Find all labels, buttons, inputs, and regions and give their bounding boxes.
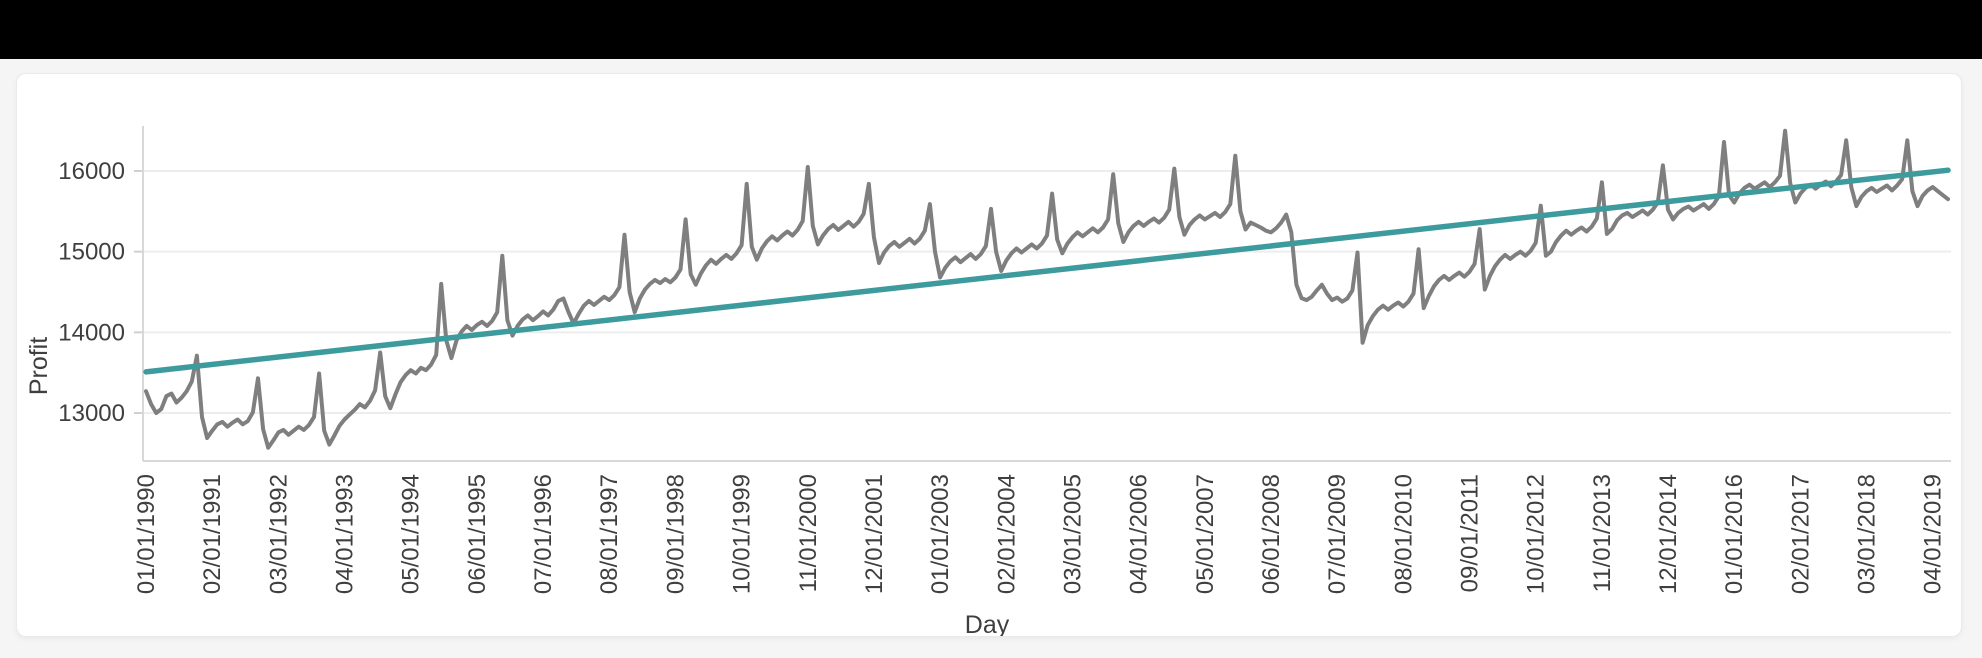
x-tick-label: 01/01/2003	[927, 474, 954, 594]
y-tick-label: 16000	[58, 158, 125, 185]
x-tick-label: 08/01/1997	[596, 474, 623, 594]
x-tick-label: 06/01/2008	[1258, 474, 1285, 594]
x-tick-label: 03/01/1992	[265, 474, 292, 594]
x-tick-label: 02/01/2004	[993, 474, 1020, 594]
x-tick-label: 06/01/1995	[464, 474, 491, 594]
x-tick-label: 04/01/1993	[332, 474, 359, 594]
x-tick-label: 11/01/2000	[795, 474, 822, 592]
x-tick-label: 01/01/1990	[133, 474, 160, 594]
x-tick-label: 03/01/2005	[1060, 474, 1087, 594]
x-tick-label: 05/01/2007	[1192, 474, 1219, 594]
x-tick-label: 09/01/2011	[1457, 474, 1484, 592]
series-layer	[143, 128, 1951, 450]
x-tick-label: 11/01/2013	[1589, 474, 1616, 592]
x-tick-label: 03/01/2018	[1854, 474, 1881, 594]
y-tick-label: 13000	[58, 400, 125, 427]
x-tick-label: 04/01/2019	[1920, 474, 1947, 594]
y-axis-title: Profit	[25, 337, 53, 395]
x-tick-label: 10/01/2012	[1523, 474, 1550, 594]
x-tick-label: 10/01/1999	[729, 474, 756, 594]
chart-card: 13000 14000 15000 16000 01/01/1990 02/01/1991…	[16, 73, 1962, 637]
x-tick-label: 02/01/2017	[1787, 474, 1814, 594]
trend-line	[143, 167, 1951, 375]
x-tick-label: 12/01/2014	[1655, 474, 1682, 594]
x-tick-label: 07/01/1996	[530, 474, 557, 594]
y-tick-label: 14000	[58, 319, 125, 346]
x-tick-label: 05/01/1994	[398, 474, 425, 594]
x-tick-label: 02/01/1991	[199, 474, 226, 594]
plot-area[interactable]	[143, 126, 1951, 461]
y-tick-label: 15000	[58, 239, 125, 266]
x-tick-label: 04/01/2006	[1126, 474, 1153, 594]
x-tick-label: 07/01/2009	[1324, 474, 1351, 594]
x-tick-label: 01/01/2016	[1721, 474, 1748, 594]
x-axis-title: Day	[965, 611, 1010, 636]
x-tick-label: 12/01/2001	[861, 474, 888, 594]
x-tick-label: 08/01/2010	[1390, 474, 1417, 594]
x-tick-label: 09/01/1998	[662, 474, 689, 594]
top-bar	[0, 0, 1982, 59]
profit-chart[interactable]: 13000 14000 15000 16000 01/01/1990 02/01/1991…	[17, 74, 1961, 636]
tick-layer: 13000 14000 15000 16000 01/01/1990 02/01/1991…	[58, 158, 1946, 594]
